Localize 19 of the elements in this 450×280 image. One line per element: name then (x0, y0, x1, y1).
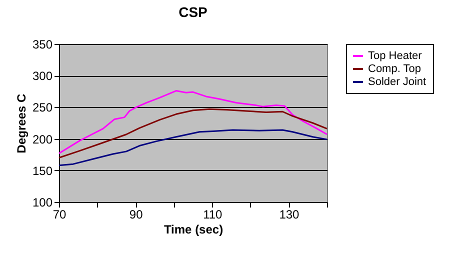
y-axis-title: Degrees C (14, 93, 28, 154)
chart-title: CSP (178, 4, 208, 20)
legend-label: Comp. Top (368, 63, 421, 75)
y-tick-label: 200 (32, 132, 53, 146)
y-tick-label: 350 (32, 38, 53, 52)
legend-label: Solder Joint (368, 76, 426, 88)
line-series (58, 129, 328, 166)
x-tick-label: 130 (279, 208, 300, 222)
line-series (58, 108, 328, 159)
x-tick-label: 70 (52, 208, 66, 222)
x-tick-label: 110 (203, 208, 223, 222)
x-axis-title: Time (sec) (164, 222, 224, 236)
y-tick-label: 300 (32, 69, 53, 84)
line-series (58, 90, 328, 154)
y-tick-label: 100 (32, 196, 53, 210)
y-tick-label: 150 (32, 164, 53, 178)
legend-label: Top Heater (368, 50, 422, 62)
y-tick-label: 250 (32, 100, 53, 115)
x-tick-label: 90 (129, 208, 144, 222)
